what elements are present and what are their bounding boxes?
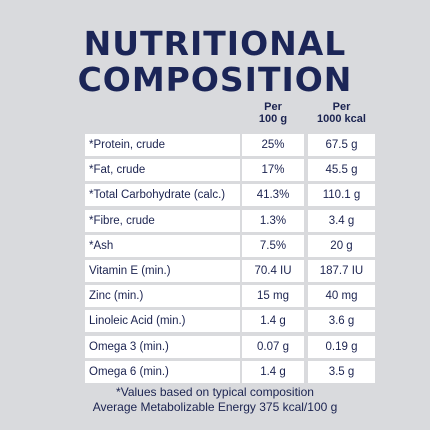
cell-value: 45.5 g xyxy=(308,159,375,182)
row-label: Omega 6 (min.) xyxy=(85,360,240,383)
cell-value: 187.7 IU xyxy=(308,260,375,282)
cell-value: 41.3% xyxy=(242,184,304,207)
row-label: *Ash xyxy=(85,234,240,257)
cell-value: 70.4 IU xyxy=(242,260,304,282)
column-header: Per 1000 kcal xyxy=(308,101,375,125)
header-line: Per xyxy=(264,101,282,113)
cell-value: 0.07 g xyxy=(242,335,304,358)
cell-value: 17% xyxy=(242,159,304,182)
header-line: Per xyxy=(332,101,351,113)
footnote: *Values based on typical composition xyxy=(116,385,314,399)
row-label: *Fat, crude xyxy=(85,159,240,182)
cell-value: 15 mg xyxy=(242,285,304,308)
cell-value: 20 g xyxy=(308,234,375,257)
cell-value: 7.5% xyxy=(242,234,304,257)
header-line: 1000 kcal xyxy=(317,113,366,125)
header-line: 100 g xyxy=(258,113,288,125)
title: NUTRITIONAL xyxy=(83,24,347,63)
cell-value: 67.5 g xyxy=(308,134,375,156)
cell-value: 3.6 g xyxy=(308,310,375,333)
title: COMPOSITION xyxy=(77,60,353,99)
column-header: Per 100 g xyxy=(242,101,304,125)
cell-value: 40 mg xyxy=(308,285,375,308)
row-label: *Total Carbohydrate (calc.) xyxy=(85,184,240,207)
cell-value: 3.4 g xyxy=(308,209,375,232)
row-label: Omega 3 (min.) xyxy=(85,335,240,358)
row-label: Vitamin E (min.) xyxy=(85,260,240,282)
cell-value: 0.19 g xyxy=(308,335,375,358)
cell-value: 1.4 g xyxy=(242,360,304,383)
footnote: Average Metabolizable Energy 375 kcal/10… xyxy=(92,400,338,414)
cell-value: 1.3% xyxy=(242,209,304,232)
cell-value: 110.1 g xyxy=(308,184,375,207)
cell-value: 3.5 g xyxy=(308,360,375,383)
row-label: Zinc (min.) xyxy=(85,285,240,308)
row-label: *Protein, crude xyxy=(85,134,240,156)
cell-value: 1.4 g xyxy=(242,310,304,333)
row-label: *Fibre, crude xyxy=(85,209,240,232)
cell-value: 25% xyxy=(242,134,304,156)
row-label: Linoleic Acid (min.) xyxy=(85,310,240,333)
